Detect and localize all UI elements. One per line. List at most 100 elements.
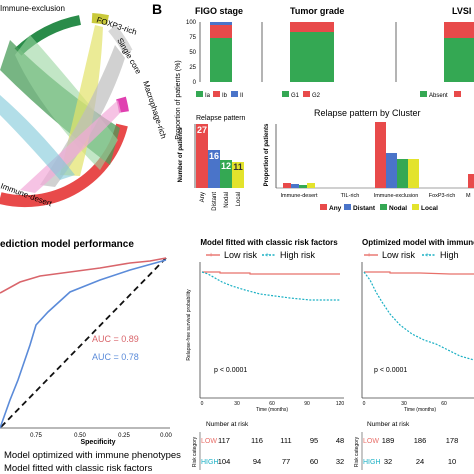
roc-diagonal — [0, 257, 167, 429]
lvsi-title: LVSI — [452, 6, 471, 16]
roc-title: ediction model performance — [0, 239, 134, 250]
km-classic-xtick: 0 — [201, 401, 204, 407]
km-classic-pvalue: p < 0.0001 — [214, 367, 247, 374]
km-immune-legend-low: Low risk — [382, 250, 416, 260]
km-classic-curve-low — [202, 271, 340, 275]
roc-xtick: 0.50 — [74, 433, 86, 439]
cluster-xtick-foxp3-rich: FoxP3-rich — [429, 193, 456, 199]
cluster-xtick-immune-exclusion: Immune-exclusion — [374, 193, 419, 199]
km-classic-chart: Model fitted with classic risk factors +… — [186, 238, 344, 470]
km-classic-risk-ylabel: Risk category — [192, 436, 198, 467]
figo-ytick: 75 — [189, 35, 196, 41]
chord-label-immune-exclusion: Immune-exclusion — [0, 4, 65, 13]
km-classic-risk-low: 117 — [218, 436, 230, 445]
relapse-value-any: 27 — [197, 125, 207, 135]
roc-auc-optimized: AUC = 0.89 — [92, 334, 139, 344]
km-classic-xtick: 90 — [304, 401, 310, 407]
km-immune-risk-high: 10 — [448, 457, 456, 466]
roc-legend-optimized: Model optimized with immune phenotypes — [4, 450, 181, 461]
km-immune-curve-low — [364, 271, 474, 275]
chord-ribbon — [40, 45, 125, 187]
cluster-legend-any: Any — [329, 205, 342, 212]
lvsi-chart: LVSI Absent — [395, 6, 474, 99]
relapse-bar-nodal — [220, 160, 232, 188]
figo-bar-ia — [210, 38, 232, 82]
cluster-legend-swatch-distant — [344, 204, 351, 210]
grade-legend-swatch-g2 — [303, 91, 310, 97]
cluster-legend-distant: Distant — [353, 205, 376, 212]
relapse-value-local: 11 — [233, 162, 243, 172]
relapse-by-cluster-chart: Relapse pattern by Cluster Proportion of… — [264, 108, 474, 212]
figo-legend-swatch-ii — [231, 91, 238, 97]
figo-title: FIGO stage — [195, 6, 243, 16]
km-immune-chart: Optimized model with immune p + Low risk… — [354, 238, 474, 470]
km-classic-risk-low: 95 — [310, 436, 318, 445]
cluster-bar-m-any — [468, 174, 474, 188]
relapse-xtick-any: Any — [200, 192, 206, 202]
km-classic-xlabel: Time (months) — [256, 407, 288, 413]
roc-legend-classic: Model fitted with classic risk factors — [4, 463, 153, 474]
km-immune-pvalue: p < 0.0001 — [374, 367, 407, 374]
km-immune-legend-high-mark: + — [425, 252, 429, 259]
grade-legend-g1: G1 — [291, 93, 300, 99]
cluster-bar-immune-exclusion-any — [375, 122, 386, 188]
figo-stage-chart: FIGO stage Proportion of patients (%) 10… — [175, 6, 244, 140]
km-classic-legend-low-mark: + — [209, 252, 213, 259]
lvsi-legend-swatch-other — [454, 91, 461, 97]
km-immune-risk-title: Number at risk — [367, 421, 410, 428]
grade-bar-g2 — [290, 22, 334, 32]
figo-legend-ib: Ib — [222, 93, 228, 99]
grade-title: Tumor grade — [290, 6, 344, 16]
km-classic-curve-high — [201, 271, 340, 301]
km-immune-risk-label-low: LOW — [363, 438, 379, 445]
cluster-relapse-ylabel: Proportion of patients — [264, 123, 270, 186]
relapse-bar-any — [196, 124, 208, 188]
km-classic-risk-high: 104 — [218, 457, 231, 466]
km-classic-risk-low: 48 — [336, 436, 344, 445]
cluster-legend-swatch-any — [320, 204, 327, 210]
figo-ytick: 50 — [189, 50, 196, 56]
km-immune-xtick: 60 — [441, 401, 447, 407]
km-immune-xlabel: Time (months) — [404, 407, 436, 413]
roc-chart: ediction model performance AUC = 0.89 AU… — [0, 239, 181, 474]
km-immune-risk-ylabel: Risk category — [354, 436, 360, 467]
km-classic-risk-high: 60 — [310, 457, 318, 466]
km-classic-risk-low: 116 — [251, 436, 263, 445]
km-classic-xtick: 120 — [336, 401, 345, 407]
km-classic-ylabel: Relapse-free survival probability — [186, 289, 192, 361]
lvsi-legend-swatch-absent — [420, 91, 427, 97]
km-classic-risk-low: 111 — [280, 436, 291, 445]
tumor-grade-chart: Tumor grade G1 G2 — [261, 6, 344, 99]
km-classic-risk-high: 94 — [253, 457, 261, 466]
figo-ytick: 25 — [189, 65, 196, 71]
figo-bar-ii — [210, 22, 232, 25]
roc-xtick: 0.00 — [160, 433, 172, 439]
relapse-ylabel: Number of patients — [178, 127, 184, 182]
cluster-xtick-m: M — [466, 193, 471, 199]
figo-ytick: 0 — [193, 80, 197, 86]
cluster-bar-immune-desert-nodal — [299, 185, 307, 188]
relapse-pattern-chart: Relapse pattern Number of patients 27 16… — [178, 115, 246, 211]
grade-legend-swatch-g1 — [282, 91, 289, 97]
km-immune-risk-high: 24 — [416, 457, 424, 466]
cluster-legend-local: Local — [421, 205, 438, 212]
roc-curve-classic — [0, 259, 167, 429]
km-immune-risk-low: 189 — [382, 436, 395, 445]
relapse-bar-local — [232, 162, 244, 188]
km-immune-legend-low-mark: + — [367, 252, 371, 259]
cluster-legend-nodal: Nodal — [389, 205, 407, 212]
cluster-bar-immune-desert-distant — [291, 184, 299, 188]
relapse-value-nodal: 12 — [221, 161, 231, 171]
chord-ribbon — [20, 100, 121, 193]
km-classic-risk-label-high: HIGH — [201, 459, 219, 466]
roc-xtick: 0.75 — [30, 433, 42, 439]
relapse-xtick-local: Local — [236, 192, 242, 206]
chord-arc-macrophage-rich — [116, 96, 129, 113]
chord-diagram: Immune-exclusion FOXP3-rich Single core … — [0, 4, 168, 209]
figo-bar-ib — [210, 25, 232, 38]
cluster-bar-immune-exclusion-distant — [386, 153, 397, 188]
relapse-xtick-nodal: Nodal — [224, 192, 230, 208]
km-classic-xtick: 30 — [234, 401, 240, 407]
cluster-relapse-title: Relapse pattern by Cluster — [314, 108, 421, 118]
